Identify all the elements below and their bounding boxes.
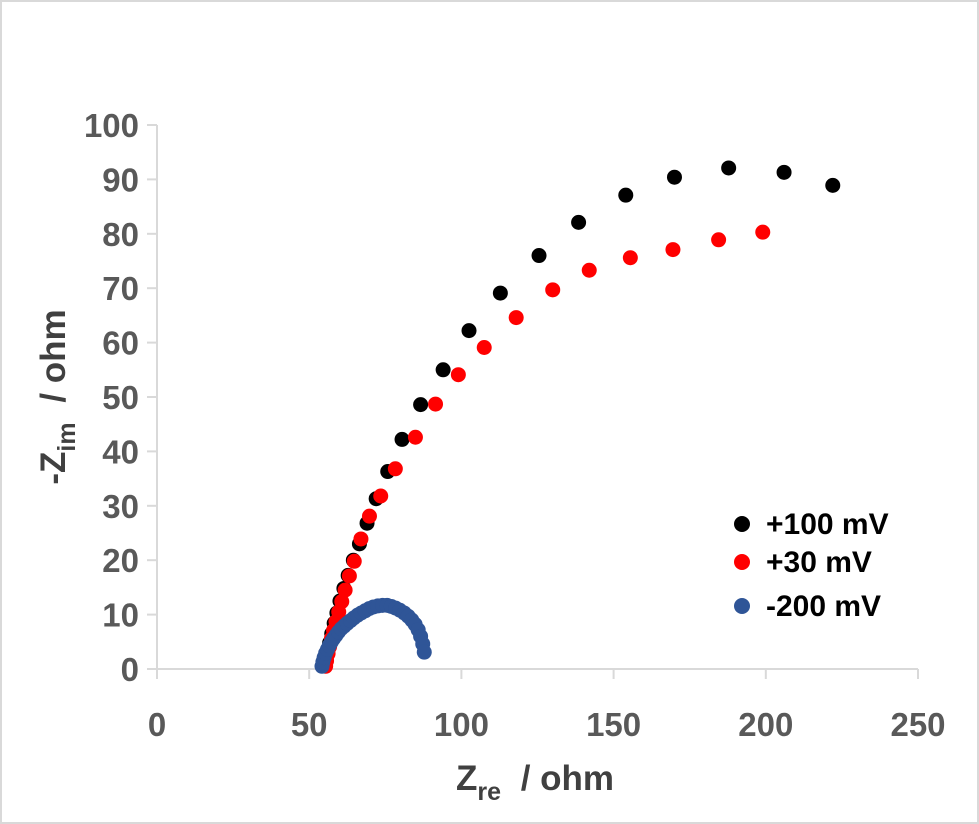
data-point bbox=[618, 187, 634, 203]
legend-marker-minus200 bbox=[734, 598, 750, 614]
y-tick-label: 0 bbox=[121, 651, 139, 688]
data-point bbox=[334, 594, 350, 610]
data-point bbox=[825, 177, 841, 193]
data-point bbox=[346, 553, 362, 569]
data-point bbox=[721, 160, 737, 176]
data-point bbox=[545, 282, 561, 298]
legend-label-plus100: +100 mV bbox=[766, 508, 889, 541]
y-tick-label: 20 bbox=[102, 542, 139, 579]
data-point bbox=[387, 461, 403, 477]
data-point bbox=[416, 644, 432, 660]
data-point bbox=[337, 582, 353, 598]
legend-marker-plus30 bbox=[734, 554, 750, 570]
data-point bbox=[492, 285, 508, 301]
data-point bbox=[476, 339, 492, 355]
y-axis-title-subscript: im bbox=[53, 422, 81, 451]
data-point bbox=[435, 362, 451, 378]
y-tick-label: 60 bbox=[102, 325, 139, 362]
y-tick-label: 70 bbox=[102, 270, 139, 307]
data-point bbox=[571, 214, 587, 230]
data-point bbox=[407, 429, 423, 445]
y-ticks: 0 10 20 30 40 50 60 70 80 90 100 bbox=[84, 107, 157, 688]
data-point bbox=[341, 568, 357, 584]
legend: +100 mV +30 mV -200 mV bbox=[734, 508, 889, 623]
legend-item-minus200: -200 mV bbox=[734, 590, 881, 623]
x-axis-title-main: Z bbox=[456, 759, 477, 798]
data-point bbox=[622, 250, 638, 266]
data-point bbox=[665, 242, 681, 258]
axes bbox=[156, 125, 918, 670]
legend-marker-plus100 bbox=[734, 516, 750, 532]
y-tick-label: 40 bbox=[102, 433, 139, 470]
x-tick-label: 50 bbox=[291, 706, 328, 743]
x-ticks: 0 50 100 150 200 250 bbox=[148, 669, 946, 743]
y-tick-label: 50 bbox=[102, 379, 139, 416]
x-tick-label: 0 bbox=[148, 706, 166, 743]
data-point bbox=[581, 262, 597, 278]
data-point bbox=[413, 397, 429, 413]
x-axis-title: Zre / ohm bbox=[456, 759, 614, 806]
y-axis-title: -Zim / ohm bbox=[34, 309, 81, 484]
data-point bbox=[450, 367, 466, 383]
data-point bbox=[508, 310, 524, 326]
x-axis-title-unit: / ohm bbox=[511, 759, 614, 798]
data-point bbox=[531, 248, 547, 264]
y-tick-label: 80 bbox=[102, 216, 139, 253]
data-point bbox=[373, 488, 389, 504]
y-axis-title-main: -Z bbox=[34, 452, 73, 485]
data-point bbox=[711, 232, 727, 248]
series-group bbox=[314, 597, 432, 674]
data-point bbox=[666, 169, 682, 185]
data-point bbox=[361, 508, 377, 524]
x-tick-label: 100 bbox=[434, 706, 489, 743]
data-point bbox=[776, 164, 792, 180]
legend-item-plus100: +100 mV bbox=[734, 508, 889, 541]
data-point bbox=[353, 531, 369, 547]
y-axis-title-unit: / ohm bbox=[34, 309, 73, 412]
y-tick-label: 10 bbox=[102, 597, 139, 634]
y-tick-label: 90 bbox=[102, 161, 139, 198]
x-tick-label: 250 bbox=[890, 706, 945, 743]
legend-label-plus30: +30 mV bbox=[766, 546, 872, 579]
data-point bbox=[394, 431, 410, 447]
y-tick-label: 100 bbox=[84, 107, 139, 144]
data-point bbox=[755, 224, 771, 240]
y-tick-label: 30 bbox=[102, 488, 139, 525]
data-point bbox=[428, 396, 444, 412]
x-tick-label: 200 bbox=[738, 706, 793, 743]
data-point bbox=[461, 323, 477, 339]
x-tick-label: 150 bbox=[586, 706, 641, 743]
legend-item-plus30: +30 mV bbox=[734, 546, 872, 579]
legend-label-minus200: -200 mV bbox=[766, 590, 881, 623]
x-axis-title-subscript: re bbox=[477, 778, 501, 806]
series-layer bbox=[314, 160, 841, 674]
